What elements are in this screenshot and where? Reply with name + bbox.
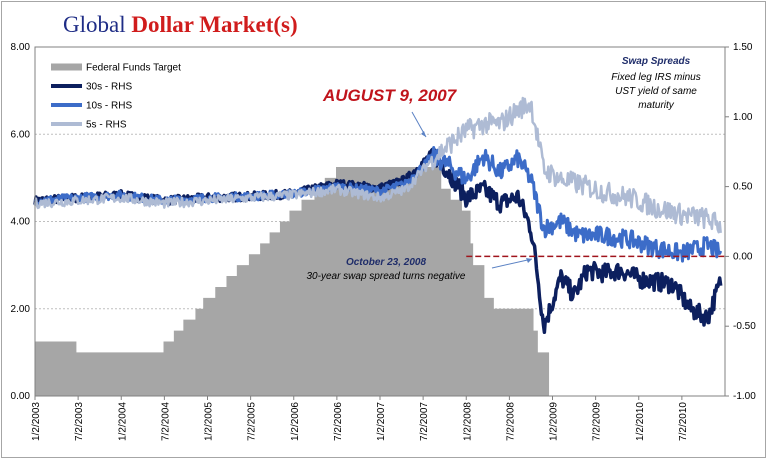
x-tick-label: 1/2/2007 (376, 402, 387, 441)
left-tick-label: 8.00 (11, 42, 31, 53)
fed-funds-area (35, 166, 550, 396)
fed-funds-target-area (35, 166, 550, 396)
x-tick-label: 7/2/2005 (247, 402, 258, 441)
right-tick-label: 1.50 (733, 42, 753, 53)
swap-spreads-desc: maturity (638, 100, 675, 111)
august-9-2007-annotation: AUGUST 9, 2007 (322, 86, 458, 105)
x-tick-label: 1/2/2009 (549, 402, 560, 441)
x-tick-label: 7/2/2006 (333, 402, 344, 441)
left-tick-label: 6.00 (11, 129, 31, 140)
x-tick-label: 1/2/2003 (31, 402, 42, 441)
title-part-global: Global (63, 12, 126, 37)
right-tick-label: 0.50 (733, 182, 753, 193)
negative-spread-annotation: 30-year swap spread turns negative (307, 271, 466, 282)
legend-label: 10s - RHS (86, 101, 132, 112)
october-2008-annotation: October 23, 2008 (346, 257, 426, 268)
axes: 0.00 2.00 4.00 6.00 8.00 -1.00 -0.50 0.00 0.50 1.… (11, 42, 757, 441)
series-lines (33, 96, 725, 335)
right-tick-label: -1.00 (733, 391, 756, 402)
x-tick-label: 7/2/2009 (592, 402, 603, 441)
oct-arrow-head (526, 258, 532, 263)
legend-label: 30s - RHS (86, 82, 132, 93)
title-part-dollar-markets: Dollar Market(s) (131, 12, 298, 37)
chart-title: Global Dollar Market(s) (63, 12, 298, 38)
x-tick-label: 1/2/2005 (204, 402, 215, 441)
right-tick-label: 1.00 (733, 112, 753, 123)
x-tick-label: 1/2/2006 (290, 402, 301, 441)
oct-arrow-line (491, 258, 533, 269)
legend: Federal Funds Target 30s - RHS 10s - RHS 5s… (51, 63, 181, 131)
x-tick-label: 1/2/2004 (117, 402, 128, 441)
swap-spreads-desc: Fixed leg IRS minus (611, 72, 700, 83)
right-tick-label: 0.00 (733, 251, 753, 262)
x-tick-label: 7/2/2010 (678, 402, 689, 441)
aug-arrow-head (421, 131, 426, 137)
x-tick-label: 7/2/2004 (160, 402, 171, 441)
x-tick-label: 1/2/2008 (462, 402, 473, 441)
left-tick-label: 4.00 (11, 217, 31, 228)
swap-spreads-title: Swap Spreads (622, 56, 691, 67)
series-line-5s (33, 96, 722, 234)
legend-label: Federal Funds Target (86, 63, 181, 74)
left-tick-label: 0.00 (11, 391, 31, 402)
right-tick-label: -0.50 (733, 321, 756, 332)
x-tick-label: 7/2/2008 (505, 402, 516, 441)
left-tick-label: 2.00 (11, 304, 31, 315)
x-tick-label: 7/2/2003 (74, 402, 85, 441)
legend-label: 5s - RHS (86, 120, 127, 131)
x-tick-label: 7/2/2007 (419, 402, 430, 441)
x-tick-label: 1/2/2010 (635, 402, 646, 441)
swap-spreads-desc: UST yield of same (615, 86, 697, 97)
annotations: AUGUST 9, 2007 October 23, 2008 30-year sw… (307, 56, 701, 282)
